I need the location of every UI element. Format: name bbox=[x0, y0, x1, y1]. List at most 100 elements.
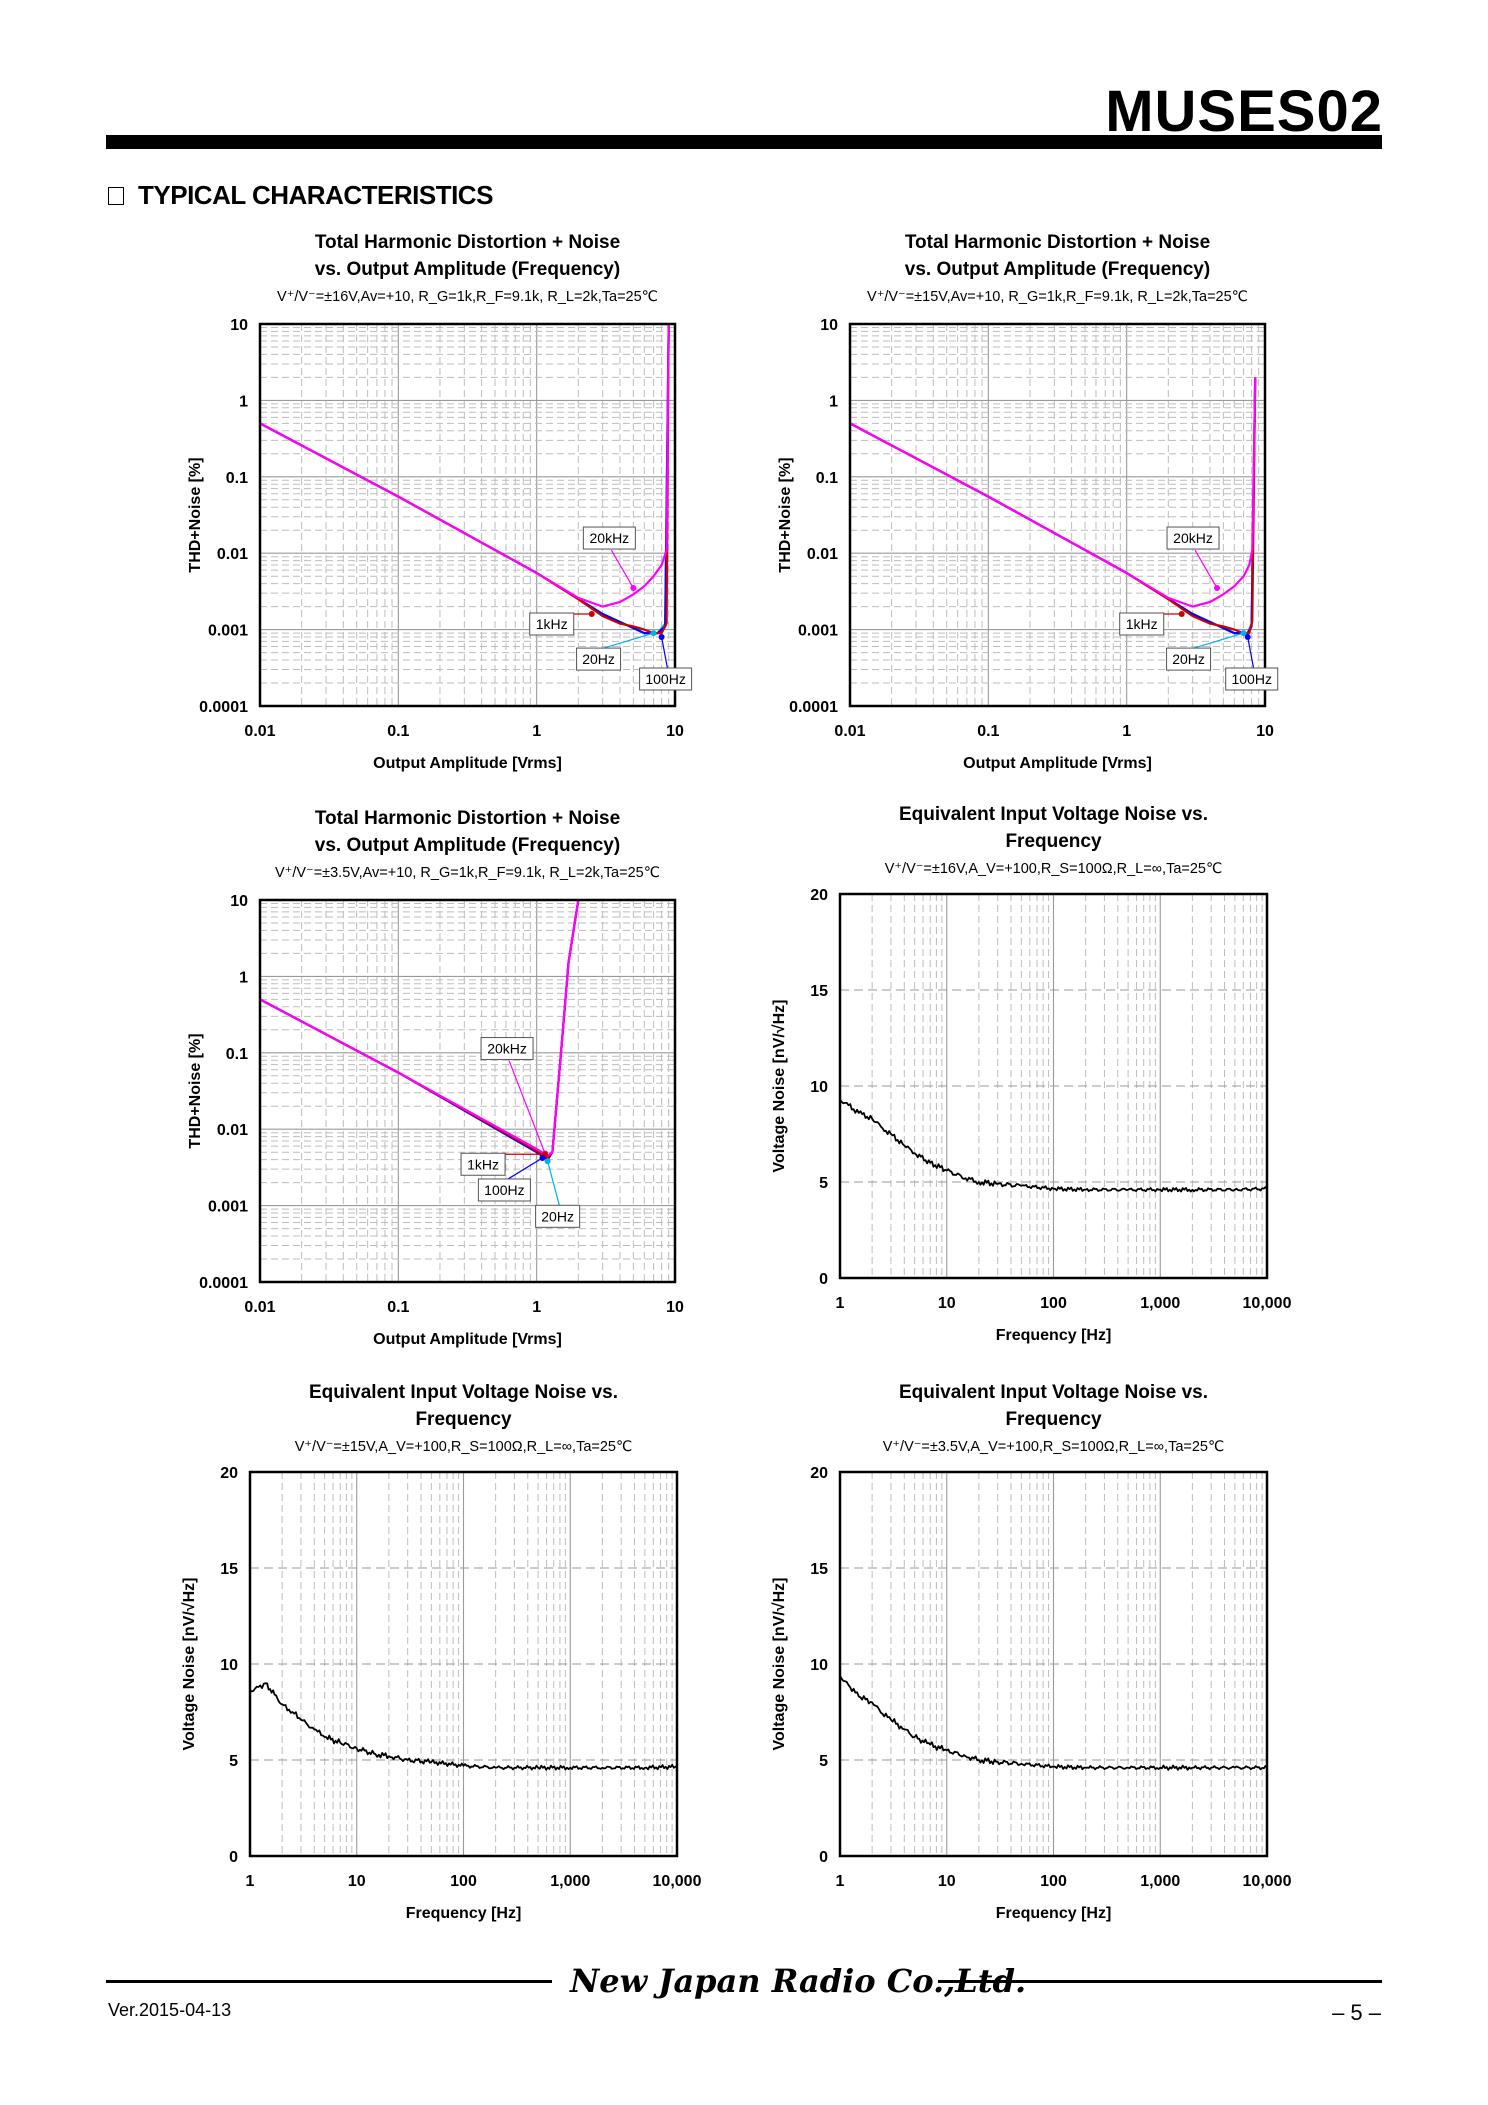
series-line-noise bbox=[839, 1675, 1268, 1771]
x-tick-label: 1 bbox=[532, 723, 541, 740]
annotation-label: 100Hz bbox=[1231, 671, 1271, 687]
annotation-label: 20Hz bbox=[1172, 651, 1205, 667]
annotation-label: 1kHz bbox=[1126, 616, 1158, 632]
annotation-label: 1kHz bbox=[536, 616, 568, 632]
annotation-box bbox=[535, 1204, 581, 1228]
y-axis-label: Voltage Noise [nV/√Hz] bbox=[771, 1000, 788, 1173]
page-number: – 5 – bbox=[1332, 2000, 1381, 2025]
y-tick-label: 0.01 bbox=[217, 1122, 248, 1139]
doc-version: Ver.2015-04-13 bbox=[108, 2000, 232, 2020]
chart-grid bbox=[840, 894, 1267, 1278]
y-tick-label: 0 bbox=[819, 1271, 828, 1288]
chart-grid bbox=[840, 1472, 1267, 1856]
annotation-box bbox=[1225, 667, 1279, 691]
x-axis-label: Frequency [Hz] bbox=[996, 1905, 1112, 1922]
annotation-leader bbox=[1194, 549, 1218, 589]
x-axis-label: Output Amplitude [Vrms] bbox=[963, 755, 1152, 772]
y-tick-label: 1 bbox=[239, 969, 248, 986]
y-tick-label: 0.0001 bbox=[199, 699, 248, 716]
annotation-box bbox=[480, 1037, 534, 1061]
y-tick-label: 10 bbox=[810, 1657, 828, 1674]
x-tick-label: 1,000 bbox=[1140, 1295, 1180, 1312]
x-tick-label: 10 bbox=[666, 723, 684, 740]
x-tick-label: 10 bbox=[666, 1299, 684, 1316]
annotation-arrowhead bbox=[650, 630, 657, 637]
plot-frame bbox=[838, 892, 1269, 1280]
chart-subtitle: Frequency bbox=[1005, 1409, 1102, 1430]
annotation-arrowhead bbox=[1178, 611, 1185, 618]
y-tick-label: 1 bbox=[239, 393, 248, 410]
chart-thd-3v5: Total Harmonic Distortion + Noise vs. Out… bbox=[187, 808, 684, 1348]
y-tick-label: 15 bbox=[810, 1561, 828, 1578]
y-tick-label: 20 bbox=[810, 1465, 828, 1482]
y-tick-label: 0 bbox=[819, 1849, 828, 1866]
x-axis-label: Frequency [Hz] bbox=[406, 1905, 522, 1922]
y-tick-label: 0.1 bbox=[816, 470, 838, 487]
series-line-100hz bbox=[849, 377, 1257, 635]
chart-title: Equivalent Input Voltage Noise vs. bbox=[899, 1382, 1208, 1403]
x-tick-label: 0.01 bbox=[244, 723, 275, 740]
chart-title: Equivalent Input Voltage Noise vs. bbox=[899, 804, 1208, 825]
x-tick-label: 10,000 bbox=[653, 1873, 702, 1890]
y-axis-label: THD+Noise [%] bbox=[777, 457, 794, 572]
plot-frame bbox=[838, 1470, 1269, 1858]
x-tick-label: 10 bbox=[348, 1873, 366, 1890]
annotation-box bbox=[529, 612, 575, 636]
chart-grid bbox=[850, 324, 1265, 706]
chart-title: Total Harmonic Distortion + Noise bbox=[315, 808, 620, 829]
annotation-box bbox=[460, 1152, 506, 1176]
x-tick-label: 100 bbox=[450, 1873, 477, 1890]
annotation-label: 20kHz bbox=[487, 1041, 527, 1057]
annotation-label: 1kHz bbox=[467, 1156, 499, 1172]
annotation-leader bbox=[1247, 636, 1255, 670]
y-tick-label: 0.01 bbox=[807, 546, 838, 563]
chart-title: Total Harmonic Distortion + Noise bbox=[315, 232, 620, 253]
y-axis-label: Voltage Noise [nV/√Hz] bbox=[181, 1578, 198, 1751]
annotation-arrowhead bbox=[658, 634, 665, 641]
section-heading: TYPICAL CHARACTERISTICS bbox=[108, 180, 493, 211]
x-tick-label: 100 bbox=[1040, 1295, 1067, 1312]
y-tick-label: 0.0001 bbox=[789, 699, 838, 716]
x-tick-label: 10 bbox=[938, 1873, 956, 1890]
annotation-box bbox=[639, 667, 693, 691]
annotation-leader bbox=[1190, 632, 1244, 650]
header-rule bbox=[106, 135, 1382, 149]
x-tick-label: 1 bbox=[532, 1299, 541, 1316]
x-tick-label: 10,000 bbox=[1243, 1295, 1292, 1312]
annotation-arrowhead bbox=[588, 611, 595, 618]
annotation-leader bbox=[661, 636, 669, 670]
x-tick-label: 1 bbox=[836, 1873, 845, 1890]
annotation-label: 20kHz bbox=[590, 530, 630, 546]
chart-noise-3v5: Equivalent Input Voltage Noise vs. Freque… bbox=[771, 1382, 1292, 1922]
x-tick-label: 0.01 bbox=[834, 723, 865, 740]
chart-noise-16v: Equivalent Input Voltage Noise vs. Freque… bbox=[771, 804, 1292, 1344]
y-tick-label: 5 bbox=[819, 1175, 828, 1192]
x-axis-label: Output Amplitude [Vrms] bbox=[373, 755, 562, 772]
y-tick-label: 10 bbox=[230, 317, 248, 334]
plot-frame bbox=[848, 322, 1267, 708]
annotation-arrowhead bbox=[630, 585, 637, 592]
chart-noise-15v: Equivalent Input Voltage Noise vs. Freque… bbox=[181, 1382, 702, 1922]
annotation-arrowhead bbox=[544, 1158, 551, 1165]
x-tick-label: 10 bbox=[938, 1295, 956, 1312]
y-axis-label: THD+Noise [%] bbox=[187, 1033, 204, 1148]
series-line-20khz bbox=[849, 377, 1257, 608]
series-line-noise bbox=[249, 1682, 678, 1771]
chart-condition: V⁺/V⁻=±3.5V,A_V=+100,R_S=100Ω,R_L=∞,Ta=2… bbox=[883, 1439, 1225, 1455]
chart-grid bbox=[260, 324, 675, 706]
x-tick-label: 1 bbox=[246, 1873, 255, 1890]
chart-subtitle: Frequency bbox=[1005, 831, 1102, 852]
x-tick-label: 10,000 bbox=[1243, 1873, 1292, 1890]
y-tick-label: 0.1 bbox=[226, 470, 248, 487]
chart-condition: V⁺/V⁻=±16V,Av=+10, R_G=1k,R_F=9.1k, R_L=… bbox=[277, 289, 658, 305]
annotation-leader bbox=[600, 632, 654, 650]
annotation-box bbox=[576, 647, 622, 671]
annotation-box bbox=[582, 526, 636, 550]
x-axis-label: Output Amplitude [Vrms] bbox=[373, 1331, 562, 1348]
annotation-label: 100Hz bbox=[484, 1182, 524, 1198]
y-tick-label: 0.01 bbox=[217, 546, 248, 563]
part-number: MUSES02 bbox=[1105, 79, 1383, 144]
series-line-20khz bbox=[259, 899, 580, 1157]
annotation-label: 100Hz bbox=[645, 671, 685, 687]
footer-rule-left bbox=[106, 1980, 552, 1983]
